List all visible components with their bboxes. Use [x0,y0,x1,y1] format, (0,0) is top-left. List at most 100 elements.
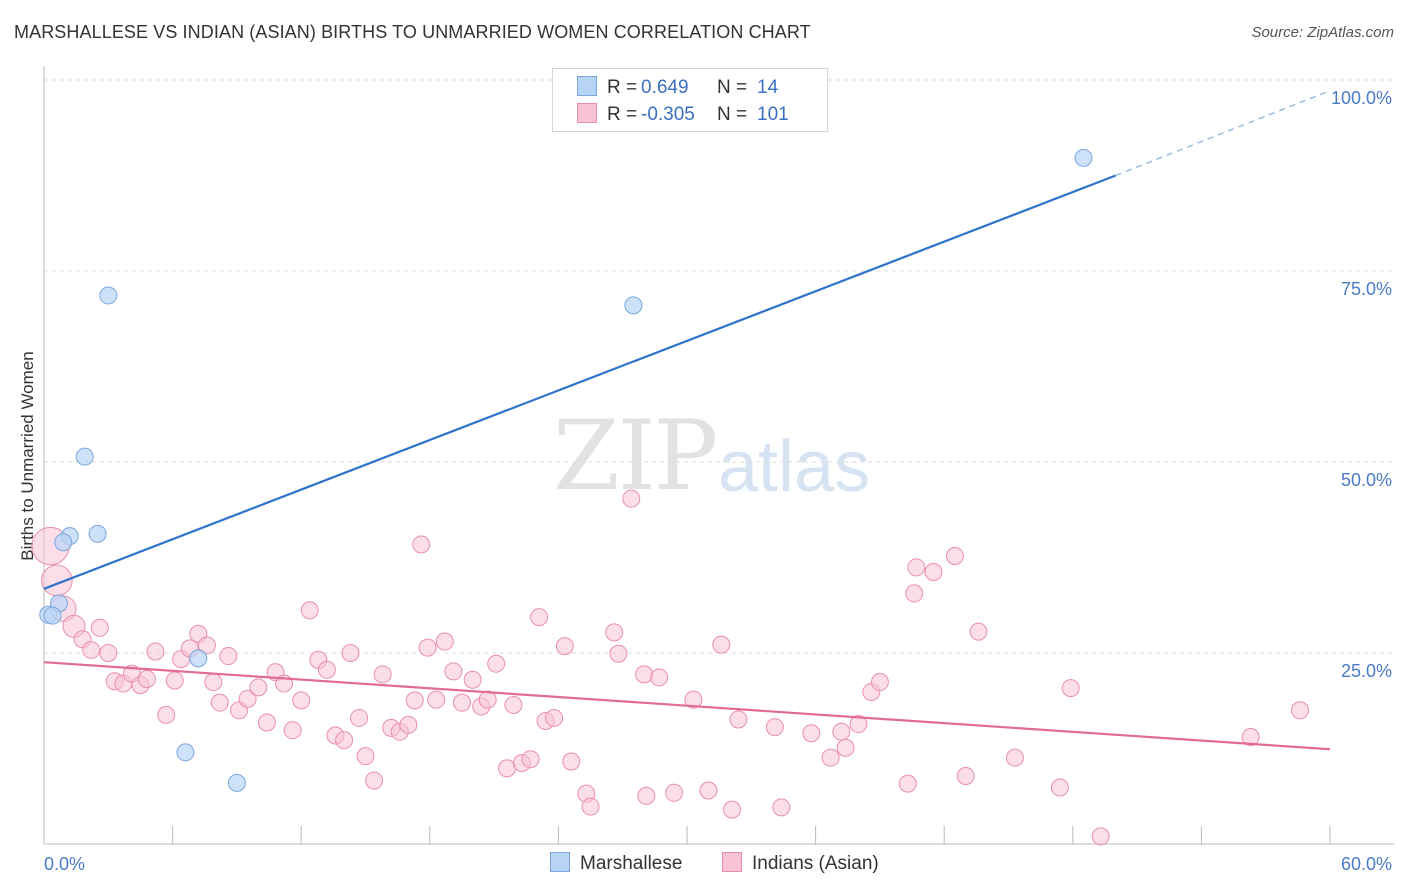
indians-point [581,797,600,816]
indians-point [637,786,656,805]
indians-point [1050,778,1069,797]
indians-point [665,783,684,802]
indians-point [99,644,118,662]
indians-point [137,669,156,688]
grid-lines [44,79,1394,654]
indians-point [146,642,165,661]
indians-point [427,690,446,709]
indians-point [435,632,454,651]
indians-point [1005,748,1024,767]
indians-point [90,618,109,637]
indians-point [219,647,238,666]
indians-point [924,563,943,582]
legend-r-label: R = [607,104,638,125]
indians-point [1061,679,1080,698]
indians-point [283,721,302,740]
bottom-legend-label: Indians (Asian) [752,853,879,874]
indians-point [418,638,437,657]
indians-point [365,771,384,790]
indians-point [157,705,176,724]
marshallese-trend-line [43,174,1117,590]
indians-point [729,710,748,729]
chart-title: MARSHALLESE VS INDIAN (ASIAN) BIRTHS TO … [14,22,811,42]
indians-point [650,668,669,687]
y-tick-label: 100.0% [1331,88,1392,108]
marshallese-point [176,743,195,762]
legend-n-label: N = [717,104,748,125]
indians-point [197,636,216,655]
marshallese-points [39,148,1093,792]
indians-point [317,660,336,679]
indians-point [1241,728,1260,747]
indians-point [82,640,101,659]
indians-point [945,546,964,565]
indians-point [1091,827,1110,846]
indians-point [802,724,821,743]
indians-point [832,722,851,741]
legend-swatch-blue [577,76,597,96]
indians-point [249,678,268,697]
indians-trend-line [43,661,1331,751]
indians-point [1290,701,1309,720]
x-tick-label-min: 0.0% [44,854,85,874]
indians-point [849,715,868,734]
bottom-legend-swatch-blue [550,852,570,872]
marshallese-point [75,447,94,466]
indians-point [905,584,924,603]
indians-point [165,671,184,690]
indians-point [622,489,641,508]
indians-point [821,748,840,767]
indians-point [504,695,523,714]
bottom-legend-marshallese: Marshallese [550,852,682,875]
indians-point [350,708,369,727]
indians-point [356,747,375,766]
indians-point [452,693,471,712]
indians-point [478,690,497,709]
indians-point [870,673,889,692]
indians-point [684,690,703,709]
indians-point [521,750,540,769]
legend-r-value: -0.305 [641,104,695,125]
indians-point [723,800,742,819]
indians-point [956,767,975,786]
marshallese-point [54,533,73,552]
watermark-atlas: atlas [718,427,871,507]
indians-point [204,673,223,692]
indians-point [399,715,418,734]
legend-r-label: R = [607,77,638,98]
indians-point [530,608,549,627]
indians-point [555,637,574,656]
stats-legend: R = 0.649 N = 14 R = -0.305 N = 101 [552,68,828,132]
indians-point [341,644,360,662]
legend-n-value: 14 [757,77,779,98]
marshallese-point [227,773,246,792]
indians-points [31,489,1309,846]
indians-point [487,654,506,673]
legend-r-value: 0.649 [641,77,689,98]
indians-point [335,731,354,750]
indians-point [497,759,516,778]
indians-point [463,670,482,689]
trend-lines [43,90,1331,751]
indians-point [605,623,624,642]
indians-point [412,535,431,554]
y-tick-label: 50.0% [1341,470,1392,490]
indians-point [373,665,392,684]
source-label: Source: ZipAtlas.com [1251,24,1394,41]
indians-point [765,718,784,737]
indians-point [238,689,257,708]
axes [43,66,1394,845]
bottom-legend-swatch-pink [722,852,742,872]
marshallese-point [189,649,208,668]
marshallese-point [99,286,118,305]
indians-point [635,665,654,684]
legend-row-marshallese: R = 0.649 N = 14 [577,76,778,98]
indians-point [545,708,564,727]
legend-n-value: 101 [757,104,789,125]
marshallese-trend-extension [1115,90,1331,177]
bottom-legend-indians: Indians (Asian) [722,852,879,875]
indians-point [907,558,926,577]
y-tick-label: 75.0% [1341,279,1392,299]
y-tick-labels: 25.0% 50.0% 75.0% 100.0% [1331,88,1392,681]
